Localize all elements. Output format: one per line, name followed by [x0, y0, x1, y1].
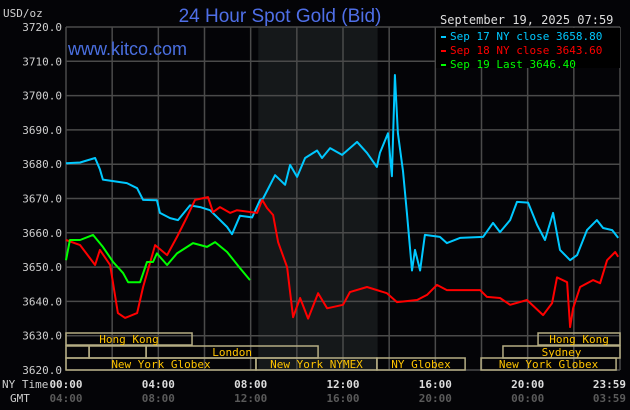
- x-tick-label-ny: 04:00: [142, 378, 175, 391]
- session-label: London: [212, 346, 252, 359]
- session-bar: [376, 357, 466, 371]
- series-line-3: [65, 233, 251, 284]
- series-line-1: [65, 74, 619, 272]
- session-label: Hong Kong: [549, 333, 609, 346]
- legend-swatch: [441, 36, 446, 38]
- y-tick-label: 3630.0: [22, 330, 62, 343]
- timestamp: September 19, 2025 07:59: [440, 13, 613, 27]
- watermark: www.kitco.com: [67, 39, 187, 59]
- ny-time-row-label: NY Time: [2, 378, 48, 391]
- y-tick-label: 3720.0: [22, 21, 62, 34]
- session-label: New York Globex: [499, 358, 599, 371]
- x-tick-label-gmt: 03:59: [593, 392, 626, 405]
- legend-swatch: [441, 64, 446, 66]
- legend-swatch: [441, 50, 446, 52]
- legend-entry: Sep 18 NY close 3643.60: [450, 44, 602, 57]
- y-tick-label: 3690.0: [22, 124, 62, 137]
- session-label: Sydney: [542, 346, 582, 359]
- session-bar: [537, 332, 621, 346]
- y-tick-label: 3680.0: [22, 158, 62, 171]
- y-tick-label: 3660.0: [22, 227, 62, 240]
- gmt-row-label: GMT: [10, 392, 30, 405]
- x-tick-label-gmt: 04:00: [49, 392, 82, 405]
- x-tick-label-ny: 16:00: [419, 378, 452, 391]
- x-tick-label-gmt: 20:00: [419, 392, 452, 405]
- chart-title: 24 Hour Spot Gold (Bid): [179, 6, 382, 27]
- x-tick-label-gmt: 12:00: [234, 392, 267, 405]
- y-tick-label: 3620.0: [22, 364, 62, 377]
- session-bar: [65, 332, 193, 346]
- x-tick-label-ny: 00:00: [49, 378, 82, 391]
- session-label: Hong Kong: [99, 333, 159, 346]
- y-tick-label: 3670.0: [22, 193, 62, 206]
- y-tick-label: 3700.0: [22, 90, 62, 103]
- x-tick-label-gmt: 00:00: [511, 392, 544, 405]
- x-tick-label-ny: 23:59: [593, 378, 626, 391]
- series-line-2: [65, 196, 620, 329]
- legend-box: [436, 28, 620, 68]
- x-tick-label-ny: 20:00: [511, 378, 544, 391]
- session-label: New York Globex: [111, 358, 211, 371]
- legend-entry: Sep 19 Last 3646.40: [450, 58, 576, 71]
- session-bar: [480, 357, 617, 371]
- session-label: New York NYMEX: [270, 358, 363, 371]
- y-tick-label: 3650.0: [22, 261, 62, 274]
- y-axis-label: USD/oz: [3, 7, 43, 20]
- x-tick-label-ny: 12:00: [326, 378, 359, 391]
- y-tick-label: 3710.0: [22, 55, 62, 68]
- session-label: NY Globex: [391, 358, 451, 371]
- y-tick-label: 3640.0: [22, 295, 62, 308]
- x-tick-label-gmt: 08:00: [142, 392, 175, 405]
- x-tick-label-ny: 08:00: [234, 378, 267, 391]
- x-tick-label-gmt: 16:00: [326, 392, 359, 405]
- legend-entry: Sep 17 NY close 3658.80: [450, 30, 602, 43]
